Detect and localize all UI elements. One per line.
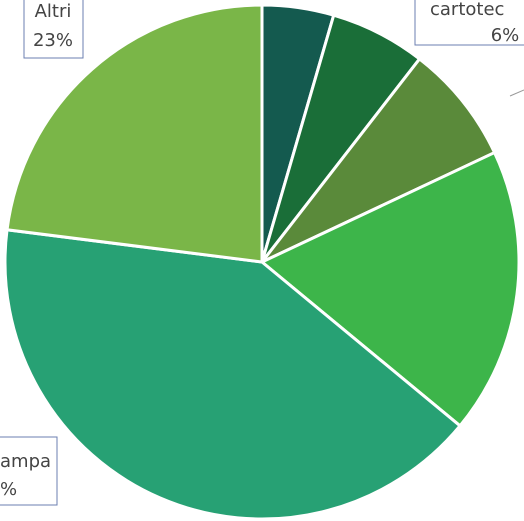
slice-label: cartotec — [430, 0, 504, 20]
leader-line — [509, 89, 524, 97]
value-label: 6% — [491, 25, 520, 46]
pie-slice — [5, 3, 264, 264]
pie-slice — [3, 228, 463, 521]
value-label: % — [0, 479, 17, 500]
slice-label: ampa — [0, 451, 51, 472]
label-box — [23, 0, 84, 59]
label-box — [414, 0, 524, 46]
slice-label: Altri — [35, 1, 72, 22]
label-box — [0, 436, 58, 506]
pie-slice — [260, 56, 497, 264]
value-label: 23% — [33, 30, 73, 51]
pie-slice — [259, 150, 521, 428]
